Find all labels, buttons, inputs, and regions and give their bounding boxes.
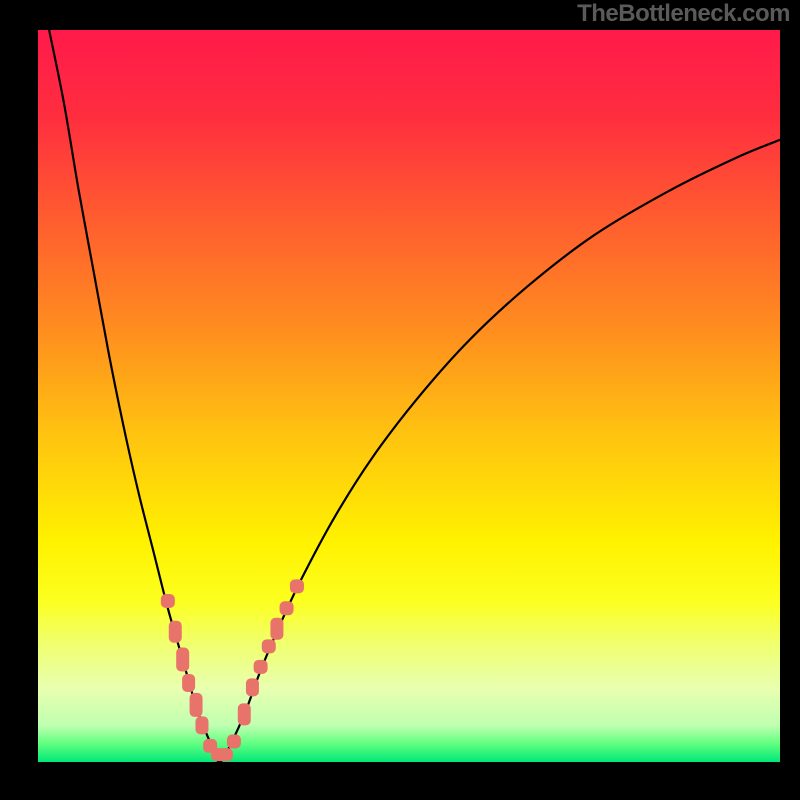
data-marker	[169, 621, 182, 643]
chart-container: TheBottleneck.com	[0, 0, 800, 800]
data-marker	[227, 735, 241, 749]
plot-background	[38, 30, 780, 762]
data-marker	[246, 678, 259, 696]
data-marker	[211, 748, 233, 761]
data-marker	[238, 703, 251, 725]
data-marker	[182, 674, 195, 692]
data-marker	[161, 594, 175, 608]
watermark-text: TheBottleneck.com	[577, 0, 790, 28]
data-marker	[195, 716, 208, 734]
bottleneck-chart	[0, 0, 800, 800]
data-marker	[176, 648, 189, 672]
data-marker	[190, 693, 203, 717]
data-marker	[290, 579, 304, 593]
data-marker	[280, 601, 294, 615]
data-marker	[254, 660, 268, 674]
data-marker	[262, 639, 276, 653]
data-marker	[270, 618, 283, 640]
